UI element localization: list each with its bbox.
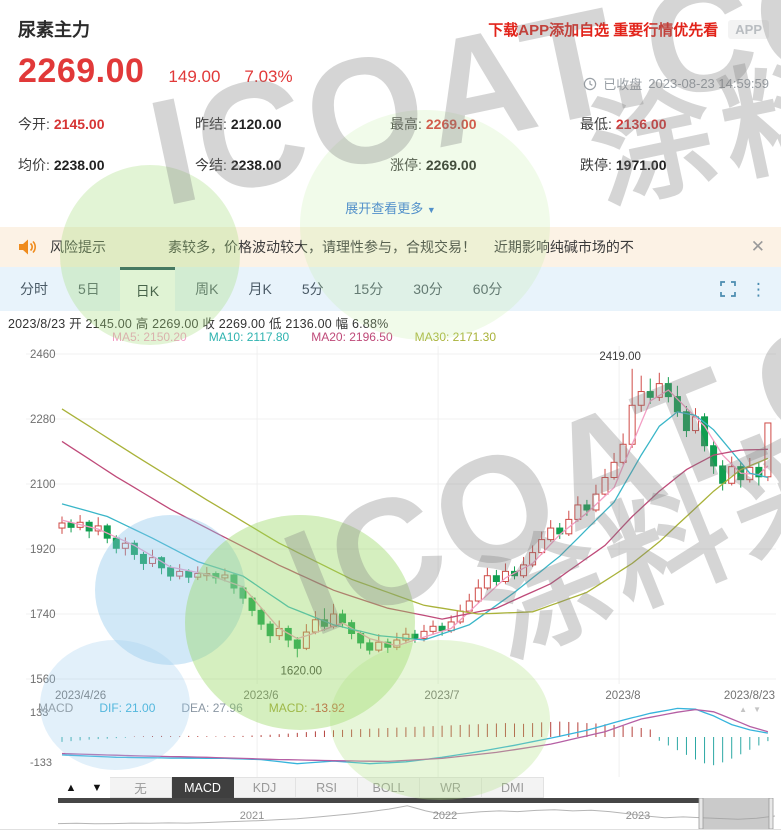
- indicator-tab-bar: ▲ ▼ 无 MACD KDJ RSI BOLL WR DMI: [58, 777, 781, 798]
- quote-cell-0-2: 最高: 2269.00: [390, 116, 477, 132]
- indicator-tab-WR[interactable]: WR: [420, 777, 482, 798]
- triangle-down-icon: ▼: [426, 205, 436, 215]
- clock-icon: [584, 77, 597, 90]
- svg-text:2280: 2280: [30, 414, 56, 426]
- macd-value: MACD: -13.92: [268, 701, 345, 715]
- market-status: 已收盘 2023-08-23 14:59:59: [583, 74, 769, 93]
- macd-chart-canvas: 133 -133: [30, 700, 769, 777]
- period-tab-bar: 分时 5日 日K 周K 月K 5分 15分 30分 60分 ⋮: [0, 267, 781, 311]
- kebab-menu-icon[interactable]: ⋮: [750, 279, 767, 299]
- download-app-promo[interactable]: 下载APP添加自选 重要行情优先看: [488, 21, 719, 39]
- ma-legend-item: MA30: 2171.30: [414, 330, 497, 344]
- pane-toggle-arrows[interactable]: ▲▼: [739, 705, 767, 714]
- svg-text:1620.00: 1620.00: [281, 665, 323, 677]
- x-axis-label: 2023/4/26: [55, 690, 107, 702]
- tab-60分[interactable]: 60分: [472, 281, 503, 297]
- tab-分时[interactable]: 分时: [20, 281, 48, 297]
- quote-cell-1-0: 均价: 2238.00: [18, 157, 105, 173]
- quote-cell-0-1: 昨结: 2120.00: [195, 116, 282, 132]
- svg-text:2021: 2021: [240, 810, 264, 822]
- indicator-tab-MACD[interactable]: MACD: [172, 777, 234, 798]
- tab-月K[interactable]: 月K: [248, 281, 272, 297]
- status-datetime: 2023-08-23 14:59:59: [648, 76, 769, 91]
- quote-cell-1-1: 今结: 2238.00: [195, 157, 282, 173]
- navigator-window[interactable]: [703, 798, 769, 829]
- tab-15分[interactable]: 15分: [353, 281, 384, 297]
- indicator-tab-无[interactable]: 无: [110, 777, 172, 798]
- navigator-handle-right[interactable]: [768, 798, 774, 829]
- svg-text:133: 133: [30, 707, 48, 719]
- navigator-handle-left[interactable]: [698, 798, 704, 829]
- ma-legend: MA5: 2150.20 MA10: 2117.80 MA20: 2196.50 MA…: [112, 330, 496, 344]
- date-axis: 2023/4/26 2023/6 2023/7 2023/8 2023/8/23: [0, 690, 781, 704]
- status-text: 已收盘: [603, 77, 643, 92]
- risk-label: 风险提示: [50, 239, 106, 255]
- svg-text:1560: 1560: [30, 674, 56, 686]
- chart-navigator[interactable]: 2021 2022 2023: [0, 798, 781, 829]
- page-title: 尿素主力: [18, 20, 90, 40]
- dea-value: DEA: 27.96: [181, 701, 243, 715]
- tab-日K[interactable]: 日K: [119, 267, 176, 311]
- tab-bar-spacer: [512, 267, 720, 311]
- expand-more-link[interactable]: 展开查看更多 ▼: [345, 201, 436, 216]
- svg-text:2022: 2022: [433, 810, 457, 822]
- x-axis-label: 2023/8: [605, 690, 641, 702]
- indicator-tab-BOLL[interactable]: BOLL: [358, 777, 420, 798]
- app-badge[interactable]: APP: [728, 19, 769, 39]
- tab-周K[interactable]: 周K: [195, 281, 219, 297]
- macd-label-row: MACD DIF: 21.00 DEA: 27.96 MACD: -13.92: [38, 701, 345, 715]
- svg-text:-133: -133: [30, 757, 52, 769]
- indicator-scroll-down[interactable]: ▼: [84, 777, 110, 798]
- ma-legend-item: MA10: 2117.80: [208, 330, 290, 344]
- indicator-tab-DMI[interactable]: DMI: [482, 777, 544, 798]
- quote-grid: 今开: 2145.00 昨结: 2120.00 最高: 2269.00 最低: 2136.00…: [18, 114, 773, 175]
- indicator-tab-RSI[interactable]: RSI: [296, 777, 358, 798]
- quote-cell-0-0: 今开: 2145.00: [18, 116, 105, 132]
- price-row: 2269.00 149.00 7.03%: [18, 52, 293, 91]
- kline-chart-canvas[interactable]: 2460 2280 2100 1920 1740 1560 2419.00 1620.00: [0, 346, 781, 690]
- ma-legend-item: MA5: 2150.20: [112, 330, 187, 344]
- indicator-scroll-up[interactable]: ▲: [58, 777, 84, 798]
- ma-legend-item: MA20: 2196.50: [311, 330, 393, 344]
- ohlc-info-line: 2023/8/23 开 2145.00 高 2269.00 收 2269.00 …: [8, 317, 389, 331]
- svg-text:1920: 1920: [30, 544, 56, 556]
- dif-value: DIF: 21.00: [99, 701, 156, 715]
- quote-cell-1-2: 涨停: 2269.00: [390, 157, 477, 173]
- quote-cell-1-3: 跌停: 1971.00: [580, 157, 667, 173]
- close-icon[interactable]: ✕: [750, 237, 765, 256]
- quote-cell-0-3: 最低: 2136.00: [580, 116, 667, 132]
- risk-warning-bar: 风险提示 素较多，价格波动较大，请理性参与，合规交易！ 近期影响纯碱市场的不 ✕: [0, 227, 781, 267]
- svg-text:2460: 2460: [30, 349, 56, 361]
- tab-30分[interactable]: 30分: [413, 281, 443, 297]
- tab-5分[interactable]: 5分: [301, 281, 324, 297]
- x-axis-label: 2023/7: [424, 690, 460, 702]
- header: 尿素主力 下载APP添加自选 重要行情优先看 APP: [18, 16, 769, 42]
- macd-name: MACD: [38, 701, 74, 715]
- tab-5日[interactable]: 5日: [78, 281, 100, 297]
- period-tab-list: 分时 5日 日K 周K 月K 5分 15分 30分 60分: [0, 267, 512, 311]
- risk-message-marquee: 素较多，价格波动较大，请理性参与，合规交易！ 近期影响纯碱市场的不: [168, 239, 634, 255]
- speaker-icon: [19, 239, 36, 255]
- svg-text:1740: 1740: [30, 609, 56, 621]
- x-axis-label: 2023/6: [243, 690, 279, 702]
- svg-text:2419.00: 2419.00: [599, 351, 641, 363]
- svg-text:2100: 2100: [30, 479, 56, 491]
- price-change-pct: 7.03%: [244, 67, 293, 86]
- price-change: 149.00: [168, 67, 221, 86]
- indicator-tab-KDJ[interactable]: KDJ: [234, 777, 296, 798]
- x-axis-label: 2023/8/23: [723, 690, 775, 702]
- svg-text:2023: 2023: [626, 810, 650, 822]
- last-price: 2269.00: [18, 52, 145, 90]
- fullscreen-icon[interactable]: [720, 267, 736, 311]
